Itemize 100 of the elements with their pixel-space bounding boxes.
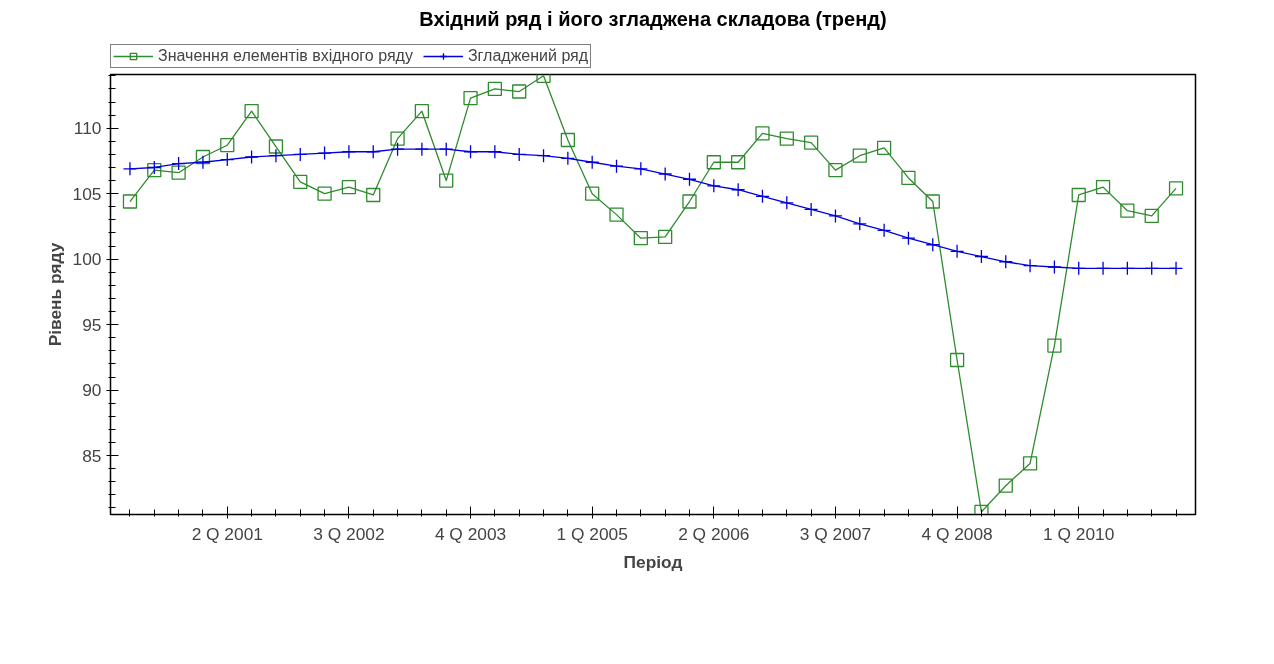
point: [341, 179, 357, 195]
chart-title: Вхідний ряд і його згладжена складова (тренд): [419, 7, 887, 30]
point: [1144, 261, 1159, 276]
point: [949, 352, 965, 368]
y-tick-label: 110: [73, 118, 102, 139]
point: [1168, 261, 1184, 276]
point: [925, 194, 940, 209]
point: [658, 229, 673, 245]
point: [463, 90, 478, 106]
point: [1144, 208, 1159, 224]
point: [974, 249, 989, 264]
point: [244, 104, 259, 119]
point: [731, 182, 746, 197]
y-tick-label: 85: [82, 445, 102, 466]
point: [755, 126, 770, 141]
point: [1071, 187, 1086, 203]
x-tick-label: 2 Q 2001: [191, 523, 263, 544]
point: [195, 149, 211, 165]
point: [390, 141, 405, 157]
point: [803, 202, 819, 217]
point: [414, 141, 430, 157]
point: [585, 186, 600, 201]
point: [633, 231, 648, 246]
point: [682, 172, 697, 187]
point: [293, 147, 308, 162]
point: [1022, 258, 1038, 273]
x-tick-label: 2 Q 2006: [678, 523, 750, 544]
point: [731, 155, 746, 170]
x-tick-label: 1 Q 2005: [556, 523, 628, 544]
point: [658, 166, 673, 182]
point: [390, 131, 405, 146]
point: [341, 144, 357, 159]
point: [317, 145, 332, 161]
point: [876, 140, 892, 155]
x-tick-label: 4 Q 2003: [434, 523, 507, 544]
x-tick-label: 3 Q 2002: [313, 523, 385, 544]
y-axis-title: Рівень ряду: [44, 242, 65, 347]
point: [195, 155, 211, 170]
point: [487, 144, 503, 159]
y-tick-label: 95: [82, 314, 102, 335]
point: [560, 151, 575, 166]
y-tick-label: 90: [82, 380, 102, 401]
point: [366, 187, 381, 203]
point: [512, 84, 527, 99]
point: [901, 170, 916, 186]
point: [585, 155, 600, 170]
point: [852, 216, 867, 231]
point: [439, 141, 454, 157]
point: [122, 194, 138, 209]
point: [609, 207, 624, 222]
point: [609, 159, 624, 174]
point: [439, 173, 454, 188]
point: [268, 139, 284, 154]
point: [171, 156, 186, 171]
legend-label: Згладжений ряд: [467, 47, 589, 65]
point: [998, 478, 1013, 493]
y-tick-label: 100: [72, 249, 102, 270]
point: [755, 189, 770, 204]
point: [293, 174, 308, 190]
point: [1095, 261, 1111, 276]
x-tick-label: 4 Q 2008: [921, 523, 993, 544]
point: [828, 162, 843, 178]
point: [828, 208, 843, 224]
point: [706, 155, 721, 170]
point: [463, 144, 478, 159]
point: [925, 237, 940, 252]
point: [1120, 203, 1135, 218]
point: [949, 244, 965, 259]
point: [706, 178, 721, 193]
point: [1168, 181, 1184, 196]
y-tick-label: 105: [72, 183, 102, 204]
point: [122, 161, 138, 176]
point: [487, 81, 503, 97]
x-tick-label: 3 Q 2007: [799, 523, 872, 544]
point: [366, 144, 381, 159]
point: [220, 152, 235, 167]
point: [1047, 338, 1062, 353]
point: [998, 254, 1013, 269]
point: [876, 223, 892, 238]
point: [220, 138, 235, 153]
point: [852, 148, 867, 163]
point: [1120, 261, 1135, 276]
point: [512, 147, 527, 162]
point: [901, 231, 916, 246]
point: [268, 148, 284, 163]
legend-label: Значення елементів вхідного ряду: [158, 47, 413, 65]
point: [536, 148, 551, 163]
point: [414, 104, 430, 119]
point: [1022, 456, 1038, 471]
x-axis-title: Період: [623, 551, 683, 572]
point: [633, 161, 648, 176]
point: [779, 195, 794, 210]
point: [317, 186, 332, 201]
point: [803, 135, 819, 150]
point: [779, 131, 794, 146]
point: [1095, 179, 1111, 195]
point: [244, 149, 259, 165]
x-tick-label: 1 Q 2010: [1043, 523, 1115, 544]
point: [682, 194, 697, 209]
point: [1047, 259, 1062, 275]
